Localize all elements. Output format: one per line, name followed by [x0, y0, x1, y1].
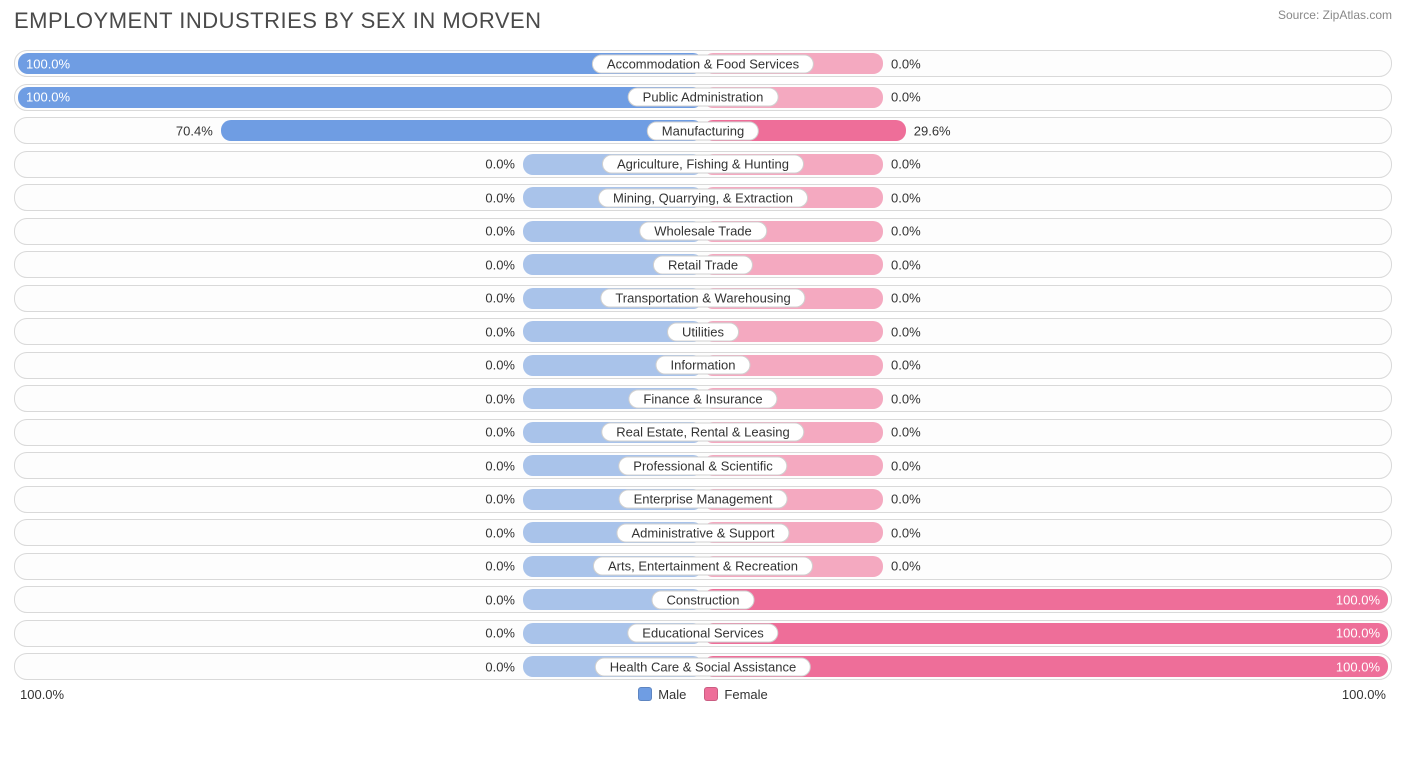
chart-row: 0.0% 0.0% Enterprise Management: [14, 486, 1392, 513]
chart-title: EMPLOYMENT INDUSTRIES BY SEX IN MORVEN: [14, 8, 542, 34]
value-label-male: 0.0%: [485, 592, 515, 607]
chart-row: 0.0% 0.0% Retail Trade: [14, 251, 1392, 278]
chart-header: EMPLOYMENT INDUSTRIES BY SEX IN MORVEN S…: [14, 8, 1392, 34]
value-label-male: 100.0%: [26, 90, 70, 105]
value-label-male: 100.0%: [26, 56, 70, 71]
chart-row: 0.0% 0.0% Administrative & Support: [14, 519, 1392, 546]
category-label: Wholesale Trade: [639, 222, 767, 241]
chart-row: 0.0% 0.0% Wholesale Trade: [14, 218, 1392, 245]
category-label: Administrative & Support: [616, 523, 789, 542]
value-label-female: 0.0%: [891, 56, 921, 71]
value-label-male: 0.0%: [485, 492, 515, 507]
category-label: Health Care & Social Assistance: [595, 657, 811, 676]
bar-female: [703, 589, 1388, 610]
value-label-female: 0.0%: [891, 224, 921, 239]
category-label: Retail Trade: [653, 255, 753, 274]
chart-row: 70.4% 29.6% Manufacturing: [14, 117, 1392, 144]
value-label-male: 0.0%: [485, 525, 515, 540]
chart-row: 0.0% 0.0% Information: [14, 352, 1392, 379]
value-label-female: 0.0%: [891, 190, 921, 205]
value-label-female: 100.0%: [1336, 626, 1380, 641]
axis-left-label: 100.0%: [20, 687, 64, 702]
value-label-female: 100.0%: [1336, 592, 1380, 607]
value-label-male: 0.0%: [485, 291, 515, 306]
category-label: Manufacturing: [647, 121, 759, 140]
legend: Male Female: [638, 687, 768, 702]
bar-male: [221, 120, 703, 141]
value-label-female: 0.0%: [891, 525, 921, 540]
value-label-female: 0.0%: [891, 157, 921, 172]
value-label-female: 0.0%: [891, 291, 921, 306]
value-label-female: 0.0%: [891, 90, 921, 105]
chart-row: 0.0% 100.0% Educational Services: [14, 620, 1392, 647]
category-label: Public Administration: [628, 88, 779, 107]
category-label: Construction: [652, 590, 755, 609]
category-label: Educational Services: [627, 624, 778, 643]
chart-row: 0.0% 0.0% Real Estate, Rental & Leasing: [14, 419, 1392, 446]
value-label-female: 0.0%: [891, 324, 921, 339]
value-label-female: 0.0%: [891, 391, 921, 406]
value-label-male: 0.0%: [485, 626, 515, 641]
value-label-male: 0.0%: [485, 324, 515, 339]
category-label: Finance & Insurance: [628, 389, 777, 408]
legend-item-female: Female: [704, 687, 767, 702]
category-label: Arts, Entertainment & Recreation: [593, 557, 813, 576]
value-label-male: 0.0%: [485, 257, 515, 272]
legend-label-female: Female: [724, 687, 767, 702]
value-label-male: 0.0%: [485, 659, 515, 674]
legend-item-male: Male: [638, 687, 686, 702]
category-label: Enterprise Management: [619, 490, 788, 509]
legend-swatch-male: [638, 687, 652, 701]
chart-row: 0.0% 100.0% Construction: [14, 586, 1392, 613]
category-label: Accommodation & Food Services: [592, 54, 814, 73]
category-label: Professional & Scientific: [618, 456, 787, 475]
value-label-male: 0.0%: [485, 425, 515, 440]
value-label-male: 0.0%: [485, 458, 515, 473]
value-label-male: 0.0%: [485, 157, 515, 172]
value-label-male: 70.4%: [176, 123, 213, 138]
value-label-male: 0.0%: [485, 391, 515, 406]
bar-female: [703, 623, 1388, 644]
category-label: Transportation & Warehousing: [600, 289, 805, 308]
chart-row: 0.0% 0.0% Mining, Quarrying, & Extraction: [14, 184, 1392, 211]
value-label-female: 0.0%: [891, 559, 921, 574]
value-label-female: 0.0%: [891, 358, 921, 373]
value-label-male: 0.0%: [485, 224, 515, 239]
chart-row: 0.0% 0.0% Agriculture, Fishing & Hunting: [14, 151, 1392, 178]
legend-swatch-female: [704, 687, 718, 701]
value-label-female: 29.6%: [914, 123, 951, 138]
category-label: Mining, Quarrying, & Extraction: [598, 188, 808, 207]
chart-row: 0.0% 0.0% Transportation & Warehousing: [14, 285, 1392, 312]
chart-row: 0.0% 100.0% Health Care & Social Assistanc…: [14, 653, 1392, 680]
value-label-female: 0.0%: [891, 458, 921, 473]
chart-area: 100.0%0.0%Accommodation & Food Services1…: [14, 50, 1392, 680]
value-label-male: 0.0%: [485, 559, 515, 574]
value-label-female: 100.0%: [1336, 659, 1380, 674]
axis-right-label: 100.0%: [1342, 687, 1386, 702]
chart-row: 100.0% 0.0% Public Administration: [14, 84, 1392, 111]
value-label-male: 0.0%: [485, 190, 515, 205]
bar-male: [18, 87, 703, 108]
category-label: Utilities: [667, 322, 739, 341]
category-label: Information: [655, 356, 750, 375]
value-label-female: 0.0%: [891, 492, 921, 507]
value-label-female: 0.0%: [891, 257, 921, 272]
legend-label-male: Male: [658, 687, 686, 702]
chart-source: Source: ZipAtlas.com: [1278, 8, 1392, 22]
value-label-male: 0.0%: [485, 358, 515, 373]
category-label: Real Estate, Rental & Leasing: [601, 423, 804, 442]
chart-row: 0.0% 0.0% Utilities: [14, 318, 1392, 345]
chart-row: 100.0% 0.0% Accommodation & Food Services: [14, 50, 1392, 77]
category-label: Agriculture, Fishing & Hunting: [602, 155, 804, 174]
chart-row: 0.0% 0.0% Arts, Entertainment & Recreation: [14, 553, 1392, 580]
chart-row: 0.0% 0.0% Professional & Scientific: [14, 452, 1392, 479]
value-label-female: 0.0%: [891, 425, 921, 440]
chart-row: 0.0% 0.0% Finance & Insurance: [14, 385, 1392, 412]
chart-footer: 100.0% Male Female 100.0%: [14, 687, 1392, 702]
